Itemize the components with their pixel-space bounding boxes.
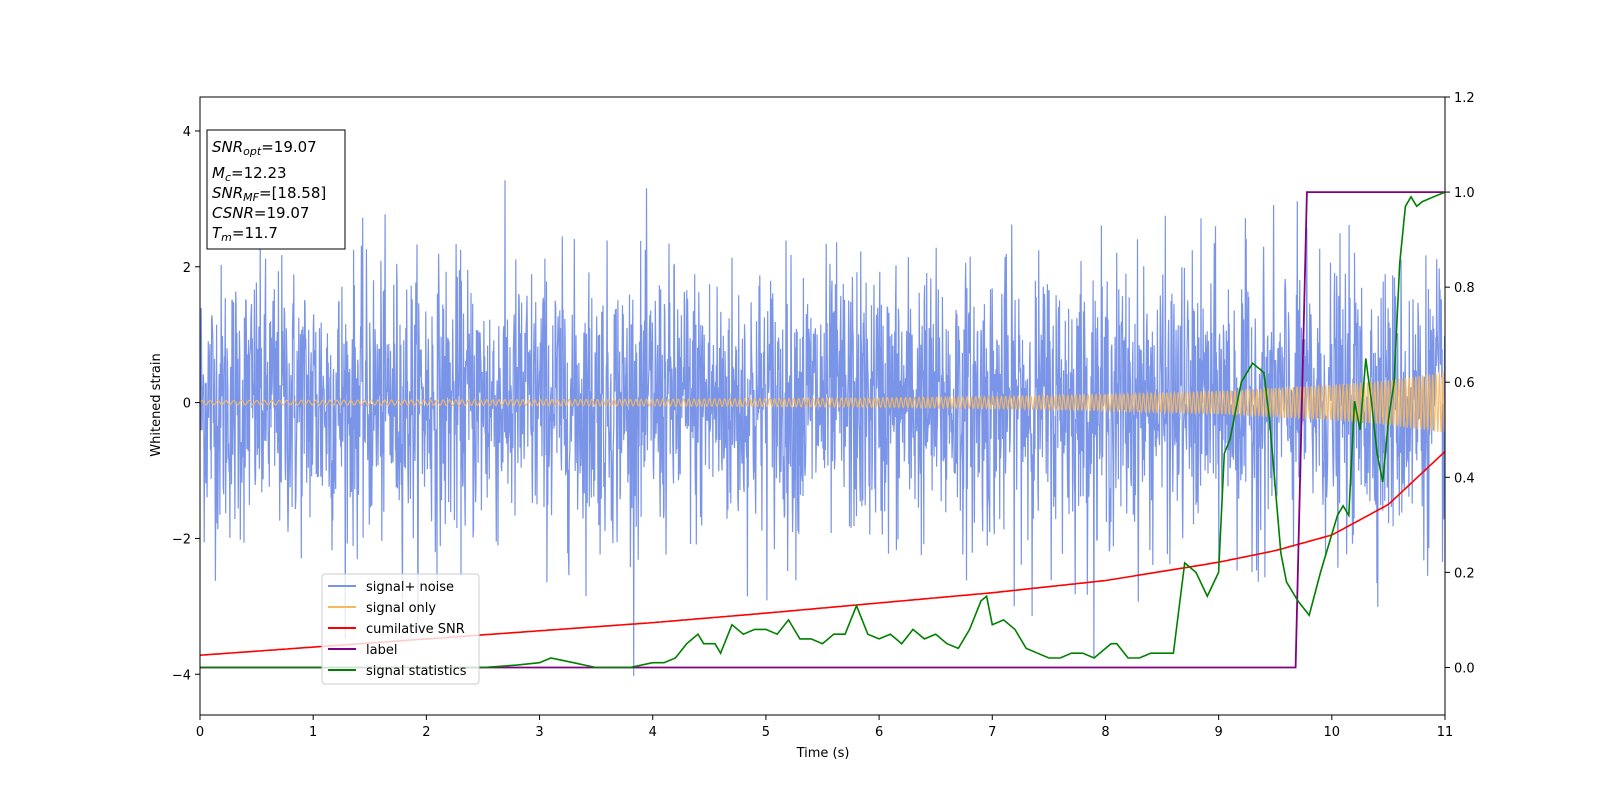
legend: signal+ noise signal only cumilative SNR… xyxy=(321,573,480,685)
x-tick-label: 7 xyxy=(988,725,996,740)
y-tick-label: 4 xyxy=(183,125,191,140)
tm-text: Tm=11.7 xyxy=(212,224,278,244)
y-tick-label: −2 xyxy=(172,532,191,547)
x-tick-label: 5 xyxy=(762,725,770,740)
series-line-signal-statistics xyxy=(200,191,1445,669)
legend-label-signal-statistics: signal statistics xyxy=(366,664,467,679)
y2-tick-label: 1.2 xyxy=(1454,91,1475,106)
y-tick-label: −4 xyxy=(172,668,191,683)
x-tick-label: 11 xyxy=(1437,725,1454,740)
axes: 0 1 2 3 4 5 6 7 8 9 10 11 −4 −2 0 2 4 0.0 0.2 0.4 0.6 0.8 1.0 1… xyxy=(172,91,1475,740)
snr-mf-text: SNRMF=[18.58] xyxy=(212,184,326,204)
x-tick-label: 3 xyxy=(535,725,543,740)
series-line-signal-only xyxy=(200,371,1445,433)
annotation-box: SNRopt=19.07 Mc=12.23 SNRMF=[18.58] CSNR… xyxy=(206,129,346,250)
legend-label-label: label xyxy=(366,643,397,658)
y2-tick-label: 0.8 xyxy=(1454,281,1475,296)
x-tick-label: 4 xyxy=(649,725,657,740)
mc-text: Mc=12.23 xyxy=(212,164,287,184)
y-axis-label: Whitened strain xyxy=(149,353,164,456)
plot-frame xyxy=(199,96,1446,716)
series-line-label xyxy=(200,191,1445,669)
x-tick-label: 1 xyxy=(309,725,317,740)
y-tick-label: 2 xyxy=(183,261,191,276)
y2-tick-label: 0.2 xyxy=(1454,566,1475,581)
x-tick-label: 0 xyxy=(196,725,204,740)
y2-tick-label: 0.0 xyxy=(1454,661,1475,676)
y2-tick-label: 1.0 xyxy=(1454,186,1475,201)
snr-opt-text: SNRopt=19.07 xyxy=(212,138,317,158)
x-tick-label: 9 xyxy=(1214,725,1222,740)
legend-label-signal-only: signal only xyxy=(366,601,436,616)
y2-tick-label: 0.6 xyxy=(1454,376,1475,391)
y2-tick-label: 0.4 xyxy=(1454,471,1475,486)
x-axis-label: Time (s) xyxy=(796,746,850,761)
y-tick-label: 0 xyxy=(183,397,191,412)
csnr-text: CSNR=19.07 xyxy=(212,204,309,222)
x-tick-label: 8 xyxy=(1101,725,1109,740)
x-tick-label: 6 xyxy=(875,725,883,740)
legend-label-cumulative-snr: cumilative SNR xyxy=(366,622,465,637)
x-tick-label: 10 xyxy=(1324,725,1341,740)
legend-label-signal-noise: signal+ noise xyxy=(366,580,454,595)
x-tick-label: 2 xyxy=(422,725,430,740)
